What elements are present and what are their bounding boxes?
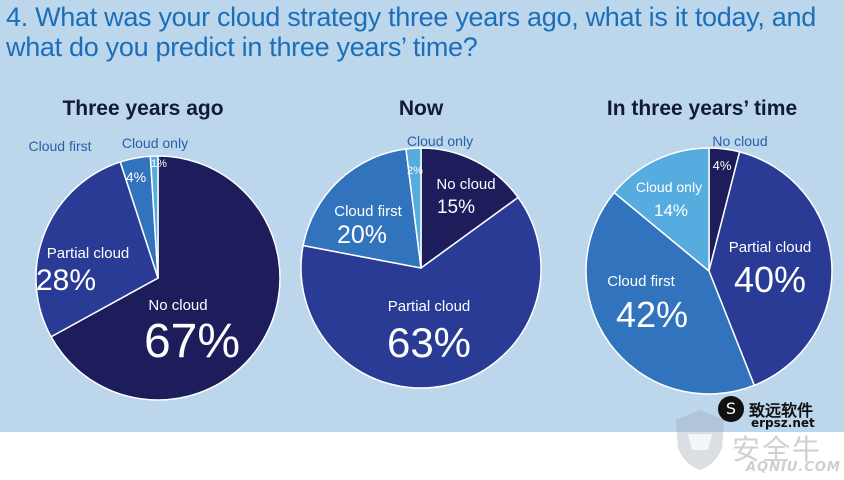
pie-slice-cloud-only xyxy=(613,147,710,273)
question-line-1: 4. What was your cloud strategy three ye… xyxy=(6,2,816,32)
question-line-2: what do you predict in three years’ time… xyxy=(6,32,478,62)
pie-three-years-ago xyxy=(35,155,281,401)
slice-label-cloud-only: Cloud only xyxy=(122,135,188,151)
slice-value-no-cloud: 15% xyxy=(437,197,475,218)
pie-in-three-years-time xyxy=(585,147,833,395)
slice-value-cloud-first: 42% xyxy=(616,294,688,335)
chart-title: Now xyxy=(399,97,444,120)
slice-value-cloud-only: 1% xyxy=(151,158,167,170)
slice-value-no-cloud: 4% xyxy=(713,158,732,173)
slice-label-no-cloud: No cloud xyxy=(436,176,495,193)
slice-label-no-cloud: No cloud xyxy=(712,133,767,149)
aqniu-shield-icon xyxy=(676,410,724,470)
erpsz-watermark-name: 致远软件 xyxy=(749,401,814,420)
slice-value-cloud-only: 14% xyxy=(654,201,688,220)
slice-value-no-cloud: 67% xyxy=(144,315,240,368)
pie-slice-partial-cloud xyxy=(300,196,542,389)
slice-value-cloud-only: 2% xyxy=(407,165,423,177)
pie-now xyxy=(300,147,542,389)
pie-slice-cloud-first xyxy=(302,148,422,269)
slice-label-cloud-first: Cloud first xyxy=(334,203,402,220)
slice-label-partial-cloud: Partial cloud xyxy=(729,239,812,256)
pie-slice-partial-cloud xyxy=(708,150,833,387)
slice-label-partial-cloud: Partial cloud xyxy=(47,245,130,262)
slice-value-partial-cloud: 40% xyxy=(734,259,806,300)
slice-label-cloud-only: Cloud only xyxy=(407,133,473,149)
slice-value-cloud-first: 20% xyxy=(337,221,387,249)
question-title: 4. What was your cloud strategy three ye… xyxy=(6,2,836,62)
slice-value-partial-cloud: 28% xyxy=(36,264,96,297)
slice-label-no-cloud: No cloud xyxy=(148,297,207,314)
aqniu-watermark: 安全牛 AQNIU.COM xyxy=(672,404,840,478)
pie-slice-cloud-first xyxy=(585,191,756,395)
pie-slice-cloud-only xyxy=(405,147,422,269)
slice-value-partial-cloud: 63% xyxy=(387,319,471,366)
chart-title: Three years ago xyxy=(62,97,223,120)
pie-slice-partial-cloud xyxy=(35,161,159,338)
aqniu-watermark-name: 安全牛 xyxy=(732,433,823,466)
slice-label-cloud-first: Cloud first xyxy=(28,138,91,154)
slice-value-cloud-first: 4% xyxy=(126,169,146,185)
pie-slice-no-cloud xyxy=(420,147,520,270)
erpsz-logo-icon: S xyxy=(718,396,744,422)
slice-label-cloud-first: Cloud first xyxy=(607,273,675,290)
erpsz-watermark-site: erpsz.net xyxy=(751,416,815,430)
erpsz-watermark: S 致远软件 erpsz.net xyxy=(718,396,836,440)
slice-label-cloud-only: Cloud only xyxy=(636,179,702,195)
pie-slice-cloud-only xyxy=(149,155,159,279)
aqniu-watermark-site: AQNIU.COM xyxy=(746,460,841,475)
slice-label-partial-cloud: Partial cloud xyxy=(388,298,471,315)
chart-title: In three years’ time xyxy=(607,97,797,120)
pie-slice-no-cloud xyxy=(50,155,281,401)
